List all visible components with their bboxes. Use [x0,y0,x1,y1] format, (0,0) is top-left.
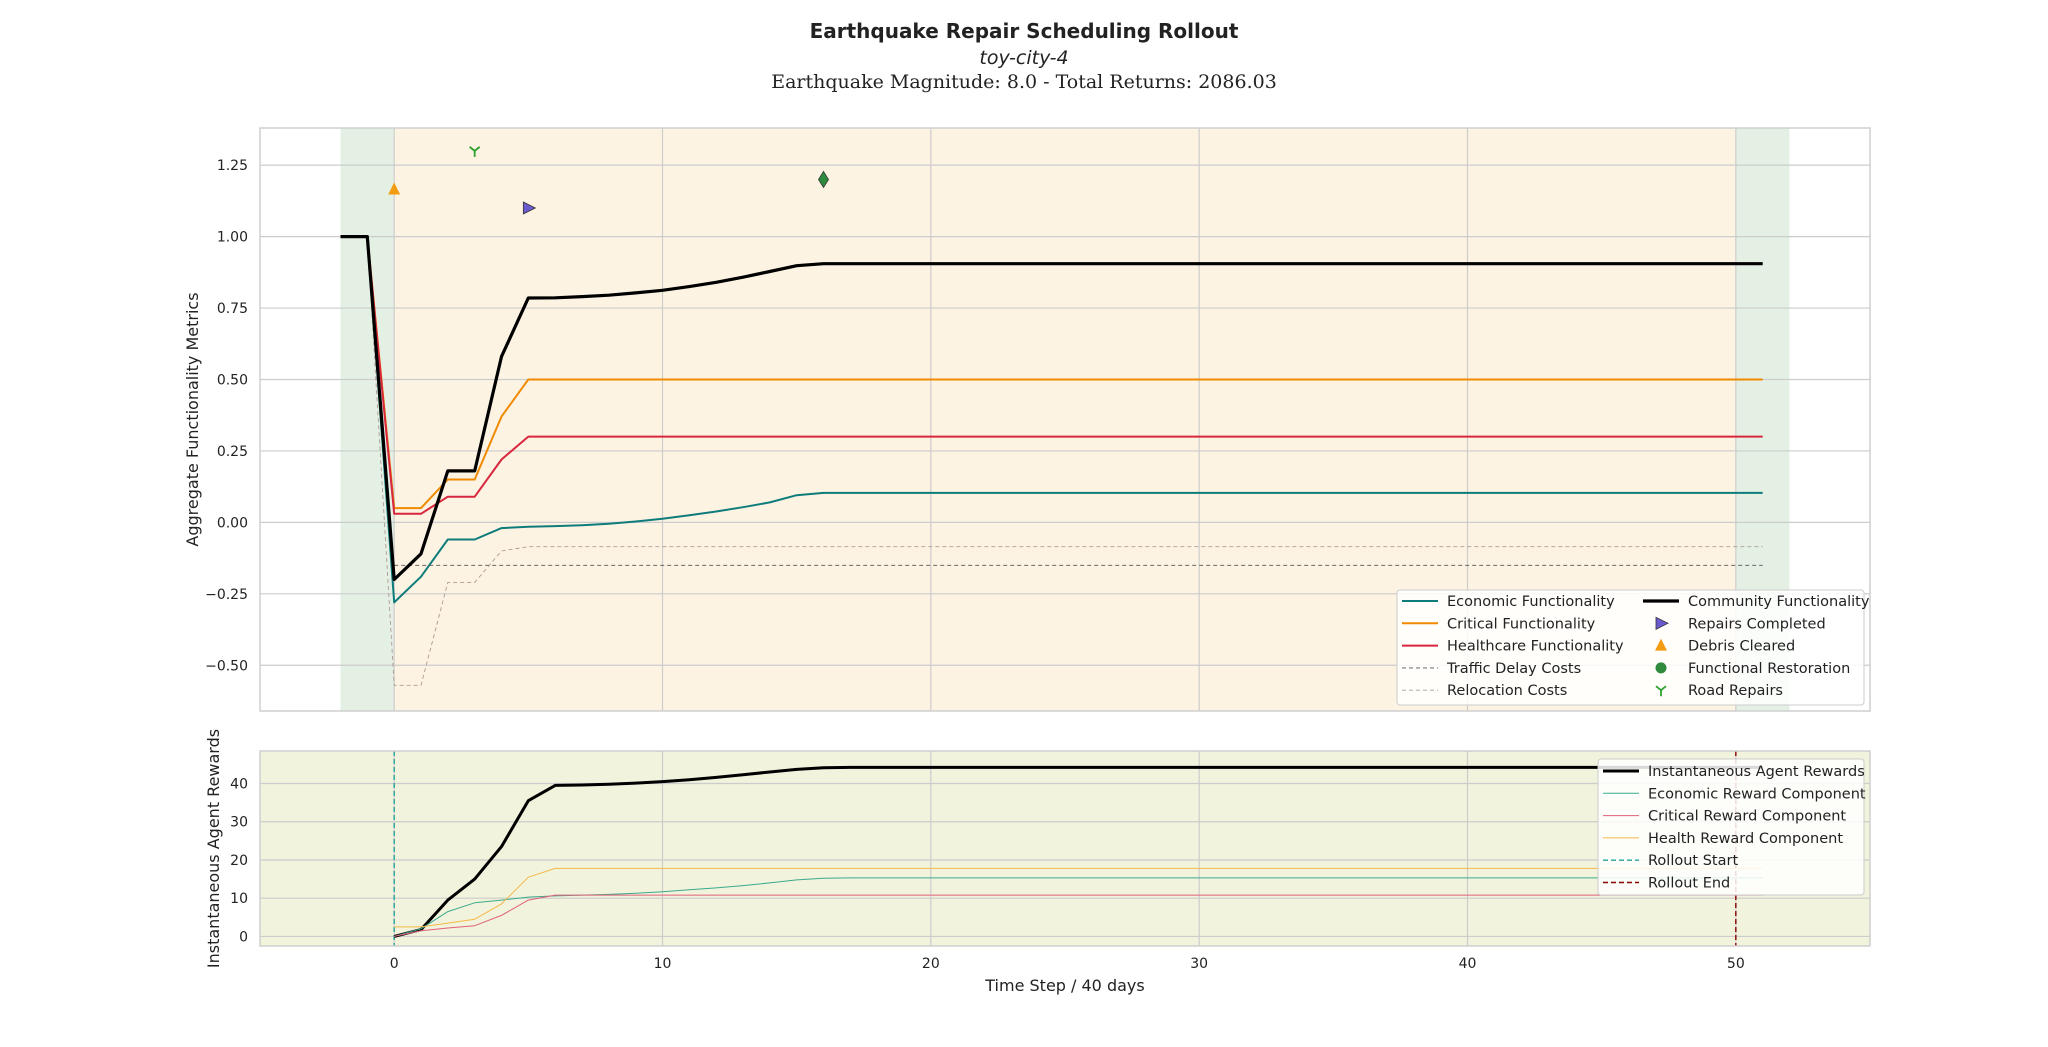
x-tick-label: 50 [1727,956,1745,972]
y-tick-label: 10 [230,891,248,907]
legend-handle-repairs-completed [1655,616,1669,630]
x-tick-label: 10 [654,956,672,972]
legend-label-rollout-end: Rollout End [1648,876,1730,892]
legend-label-health-reward-component: Health Reward Component [1648,831,1843,847]
y-tick-label: 40 [230,777,248,793]
y-tick-label: 0.75 [217,301,248,317]
legend-label-economic-functionality: Economic Functionality [1447,594,1615,610]
legend-label-economic-reward-component: Economic Reward Component [1648,786,1866,802]
series-community-functionality [340,235,1763,582]
legend-label-critical-functionality: Critical Functionality [1447,616,1596,632]
legend-label-road-repairs: Road Repairs [1688,683,1783,699]
y-tick-label: 0.25 [217,444,248,460]
y-tick-label: −0.50 [205,658,248,674]
y-tick-label: 0.50 [217,372,248,388]
marker-functional-restoration [818,170,829,189]
legend-label-healthcare-functionality: Healthcare Functionality [1447,639,1624,655]
top-legend [1396,589,1865,706]
x-tick-label: 40 [1459,956,1477,972]
chart-title: Earthquake Repair Scheduling Rollout [810,19,1239,43]
y-tick-label: 1.00 [217,230,248,246]
legend-label-community-functionality: Community Functionality [1688,594,1870,610]
series-healthcare-functionality [340,235,1763,515]
marker-road-repairs [469,146,481,157]
y-tick-label: 0 [239,929,248,945]
series-instantaneous-agent-rewards [393,765,1763,938]
legend-label-traffic-delay-costs: Traffic Delay Costs [1446,661,1581,677]
y-tick-label: 0.00 [217,515,248,531]
legend-label-critical-reward-component: Critical Reward Component [1648,809,1846,825]
bottom-axes: 0 10 20 30 40 0 10 20 30 40 50 Instantaneous Agent … [230,750,1871,972]
x-tick-label: 20 [922,956,940,972]
legend-handle-functional-restoration [1655,662,1667,674]
series-economic-reward-component [394,877,1763,937]
x-tick-label: 30 [1190,956,1208,972]
bottom-legend [1597,758,1865,896]
y-tick-label: −0.25 [205,587,248,603]
series-critical-reward-component [394,894,1763,937]
chart-subtitle-magnitude: Earthquake Magnitude: 8.0 - Total Return… [771,71,1277,93]
marker-repairs-completed [522,201,537,215]
y-tick-label: 20 [230,853,248,869]
top-axes: −0.50 −0.25 0.00 0.25 0.50 0.75 1.00 1.25 Econom… [205,127,1871,712]
y-tick-label: 30 [230,815,248,831]
legend-label-instantaneous-agent-rewards: Instantaneous Agent Rewards [1648,764,1865,780]
bottom-x-axis-label: Time Step / 40 days [984,976,1144,995]
x-tick-label: 0 [390,956,399,972]
legend-label-functional-restoration: Functional Restoration [1688,661,1850,677]
chart-subtitle: toy-city-4 [979,47,1068,69]
series-relocation-costs [366,236,1763,686]
plot-frame [259,127,1871,712]
y-tick-label: 1.25 [217,158,248,174]
bottom-y-axis-label: Instantaneous Agent Rewards [204,729,223,968]
legend-handle-road-repairs [1655,685,1667,697]
legend-label-debris-cleared: Debris Cleared [1688,639,1795,655]
legend-label-repairs-completed: Repairs Completed [1688,616,1826,632]
series-economic-functionality [340,235,1763,604]
marker-debris-cleared [388,182,401,195]
series-health-reward-component [394,867,1763,928]
top-y-axis-label: Aggregate Functionality Metrics [183,292,202,546]
plot-frame [259,750,1871,947]
legend-label-relocation-costs: Relocation Costs [1447,683,1567,699]
legend-handle-debris-cleared [1655,638,1667,651]
legend-label-rollout-start: Rollout Start [1648,853,1738,869]
